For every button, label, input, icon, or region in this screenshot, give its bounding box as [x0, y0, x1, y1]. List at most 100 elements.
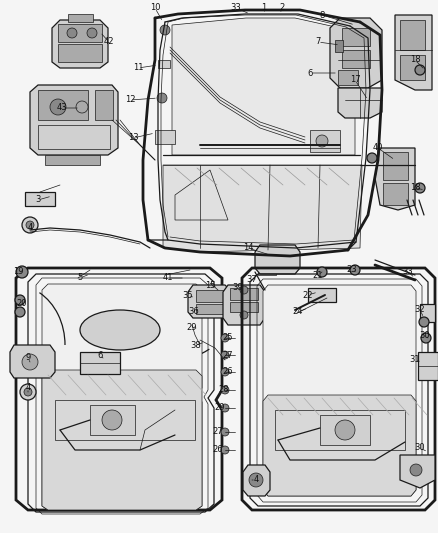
Polygon shape [400, 455, 435, 488]
Text: 27: 27 [223, 351, 233, 359]
Text: 33: 33 [403, 268, 413, 277]
Text: 37: 37 [247, 276, 258, 285]
Text: 31: 31 [410, 356, 420, 365]
Bar [338, 70, 358, 85]
Circle shape [26, 221, 34, 229]
Polygon shape [338, 88, 382, 118]
Text: 10: 10 [150, 4, 160, 12]
Circle shape [221, 404, 229, 412]
Polygon shape [10, 345, 55, 378]
Polygon shape [395, 15, 432, 90]
Text: 20: 20 [17, 300, 27, 309]
Text: 30: 30 [420, 330, 430, 340]
Text: 22: 22 [303, 290, 313, 300]
Text: 29: 29 [215, 403, 225, 413]
Bar [383, 183, 408, 205]
Polygon shape [188, 285, 232, 318]
Text: 4: 4 [27, 223, 32, 232]
Text: 23: 23 [347, 265, 357, 274]
Text: 12: 12 [125, 95, 135, 104]
Circle shape [221, 368, 229, 376]
Bar [258, 265, 276, 275]
Bar [38, 90, 88, 120]
Circle shape [15, 295, 25, 305]
Ellipse shape [80, 310, 160, 350]
Circle shape [335, 420, 355, 440]
Circle shape [16, 266, 28, 278]
Bar [25, 192, 55, 206]
Text: 6: 6 [307, 69, 313, 77]
Text: 9: 9 [25, 353, 31, 362]
Bar [38, 125, 110, 149]
Circle shape [367, 153, 377, 163]
Text: 19: 19 [13, 268, 23, 277]
Text: 43: 43 [57, 103, 67, 112]
Text: 42: 42 [104, 37, 114, 46]
Bar [320, 415, 370, 445]
Bar [45, 155, 100, 165]
Circle shape [67, 28, 77, 38]
Text: 2: 2 [279, 4, 285, 12]
Text: 21: 21 [313, 271, 323, 279]
Bar [158, 60, 170, 68]
Bar [308, 288, 336, 302]
Circle shape [20, 384, 36, 400]
Circle shape [24, 388, 32, 396]
Polygon shape [375, 148, 415, 210]
Text: 24: 24 [293, 308, 303, 317]
Text: 38: 38 [191, 341, 201, 350]
Text: 6: 6 [97, 351, 102, 359]
Bar [80, 352, 120, 374]
Bar [383, 152, 408, 180]
Bar [420, 304, 435, 322]
Text: 27: 27 [213, 427, 223, 437]
Circle shape [76, 101, 88, 113]
Circle shape [22, 354, 38, 370]
Circle shape [157, 93, 167, 103]
Text: 14: 14 [243, 244, 253, 253]
Circle shape [221, 386, 229, 394]
Bar [90, 405, 135, 435]
Text: 15: 15 [205, 280, 215, 289]
Text: 32: 32 [415, 305, 425, 314]
Text: 4: 4 [253, 475, 258, 484]
Bar [400, 55, 425, 80]
Polygon shape [243, 465, 270, 496]
Circle shape [249, 473, 263, 487]
Text: 1: 1 [261, 4, 267, 12]
Bar [55, 400, 195, 440]
Text: 18: 18 [410, 183, 420, 192]
Circle shape [317, 267, 327, 277]
Circle shape [87, 28, 97, 38]
Text: 26: 26 [223, 367, 233, 376]
Text: 18: 18 [410, 55, 420, 64]
Circle shape [221, 351, 229, 359]
Text: 30: 30 [415, 443, 425, 453]
Bar [342, 28, 370, 46]
Text: 28: 28 [219, 385, 230, 394]
Text: 29: 29 [187, 324, 197, 333]
Circle shape [221, 428, 229, 436]
Circle shape [415, 183, 425, 193]
Polygon shape [263, 395, 416, 496]
Circle shape [240, 311, 248, 319]
Polygon shape [330, 18, 382, 88]
Text: 5: 5 [78, 273, 83, 282]
Text: 7: 7 [315, 37, 321, 46]
Circle shape [102, 410, 122, 430]
Polygon shape [42, 370, 202, 510]
Bar [58, 24, 102, 42]
Polygon shape [163, 165, 362, 252]
Text: 3: 3 [35, 196, 41, 205]
Circle shape [415, 65, 425, 75]
Bar [196, 304, 226, 314]
Circle shape [419, 317, 429, 327]
Text: 36: 36 [189, 308, 199, 317]
Text: 41: 41 [163, 273, 173, 282]
Text: 39: 39 [233, 284, 244, 293]
Circle shape [15, 307, 25, 317]
Circle shape [240, 286, 248, 294]
Bar [400, 20, 425, 50]
Text: 4: 4 [25, 384, 31, 392]
Text: 25: 25 [223, 334, 233, 343]
